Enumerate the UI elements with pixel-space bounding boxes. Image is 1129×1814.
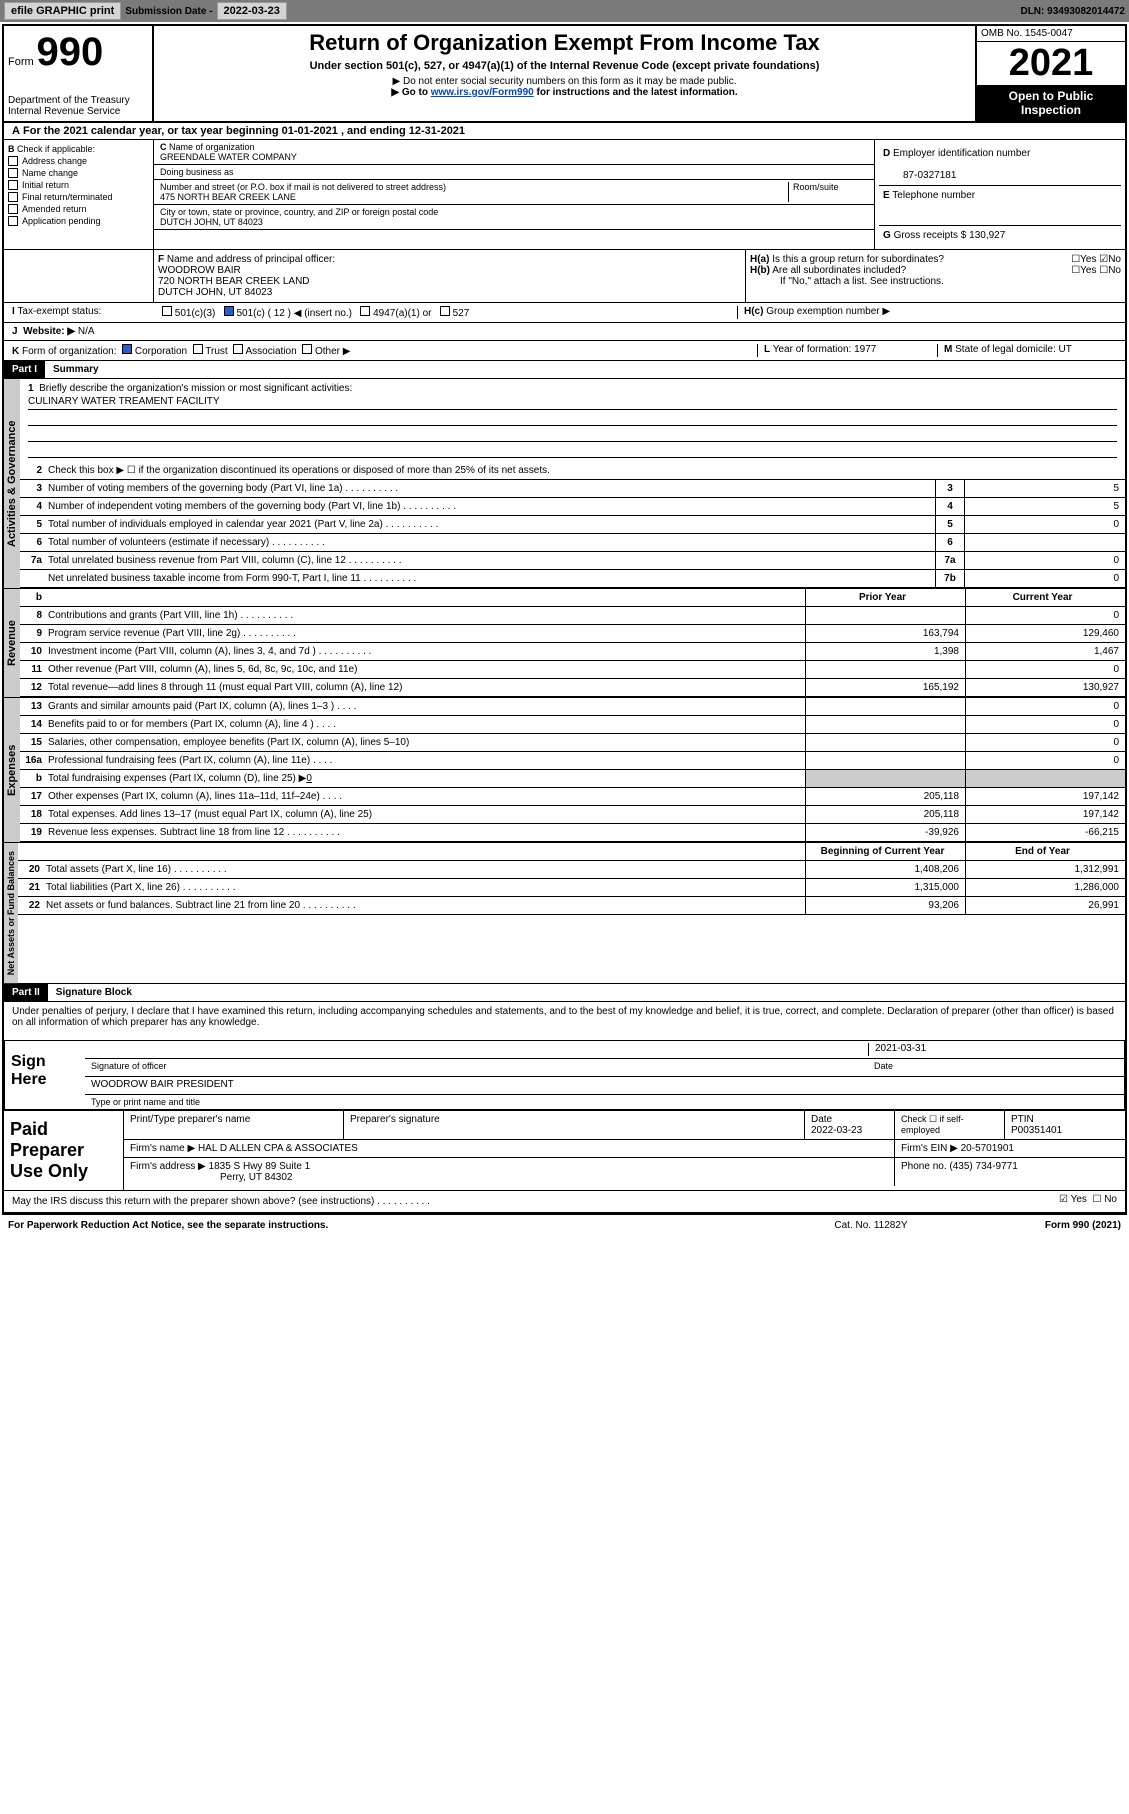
cb-corp[interactable] [122,344,132,354]
irs-label: Internal Revenue Service [8,106,148,117]
ein: 87-0327181 [883,170,956,181]
org-city: DUTCH JOHN, UT 84023 [160,217,263,227]
part2-header: Part II [4,984,48,1001]
dept-label: Department of the Treasury [8,95,148,106]
tax-year: 2021 [977,42,1125,85]
section-expenses: Expenses [4,698,20,842]
part1-header: Part I [4,361,45,378]
form-title: Return of Organization Exempt From Incom… [158,30,971,56]
form-footer: Form 990 (2021) [971,1220,1121,1231]
officer-name: WOODROW BAIR [158,265,241,276]
form-label: Form [8,56,34,68]
cb-name-change[interactable] [8,168,18,178]
dba-label: Doing business as [154,165,874,180]
form-subtitle2: ▶ Do not enter social security numbers o… [158,76,971,87]
cb-501c[interactable] [224,306,234,316]
officer-signature-name: WOODROW BAIR PRESIDENT [91,1079,234,1092]
section-revenue: Revenue [4,589,20,697]
cb-final[interactable] [8,192,18,202]
form-990: Form 990 Department of the Treasury Inte… [2,24,1127,1215]
form-subtitle1: Under section 501(c), 527, or 4947(a)(1)… [158,60,971,72]
website: N/A [78,326,95,337]
form-header: Form 990 Department of the Treasury Inte… [4,26,1125,123]
goto-post: for instructions and the latest informat… [537,87,738,98]
b-label: Check if applicable: [17,144,95,154]
submission-label: Submission Date - [125,6,212,17]
omb-number: OMB No. 1545-0047 [977,26,1125,42]
cat-no: Cat. No. 11282Y [771,1220,971,1231]
goto-pre: ▶ Go to [391,87,430,98]
cb-amended[interactable] [8,204,18,214]
submission-date: 2022-03-23 [217,2,287,20]
section-net-assets: Net Assets or Fund Balances [4,843,18,983]
ptin: P00351401 [1011,1125,1062,1136]
cb-initial[interactable] [8,180,18,190]
sign-here-label: Sign Here [5,1041,85,1109]
pra-notice: For Paperwork Reduction Act Notice, see … [8,1220,771,1231]
line-a: For the 2021 calendar year, or tax year … [23,125,465,137]
gross-receipts: 130,927 [969,230,1005,241]
mission-text: CULINARY WATER TREAMENT FACILITY [28,394,1117,410]
irs-link[interactable]: www.irs.gov/Form990 [431,87,534,98]
firm-name: HAL D ALLEN CPA & ASSOCIATES [198,1143,358,1154]
top-bar: efile GRAPHIC print Submission Date - 20… [0,0,1129,22]
org-address: 475 NORTH BEAR CREEK LANE [160,192,296,202]
dln: DLN: 93493082014472 [1020,6,1125,17]
paid-preparer-label: Paid Preparer Use Only [4,1111,124,1190]
cb-pending[interactable] [8,216,18,226]
perjury-statement: Under penalties of perjury, I declare th… [4,1002,1125,1032]
cb-address-change[interactable] [8,156,18,166]
open-public-badge: Open to Public Inspection [977,85,1125,121]
form-number: 990 [36,30,103,74]
efile-print-button[interactable]: efile GRAPHIC print [4,2,121,20]
org-name: GREENDALE WATER COMPANY [160,152,297,162]
section-governance: Activities & Governance [4,379,20,588]
